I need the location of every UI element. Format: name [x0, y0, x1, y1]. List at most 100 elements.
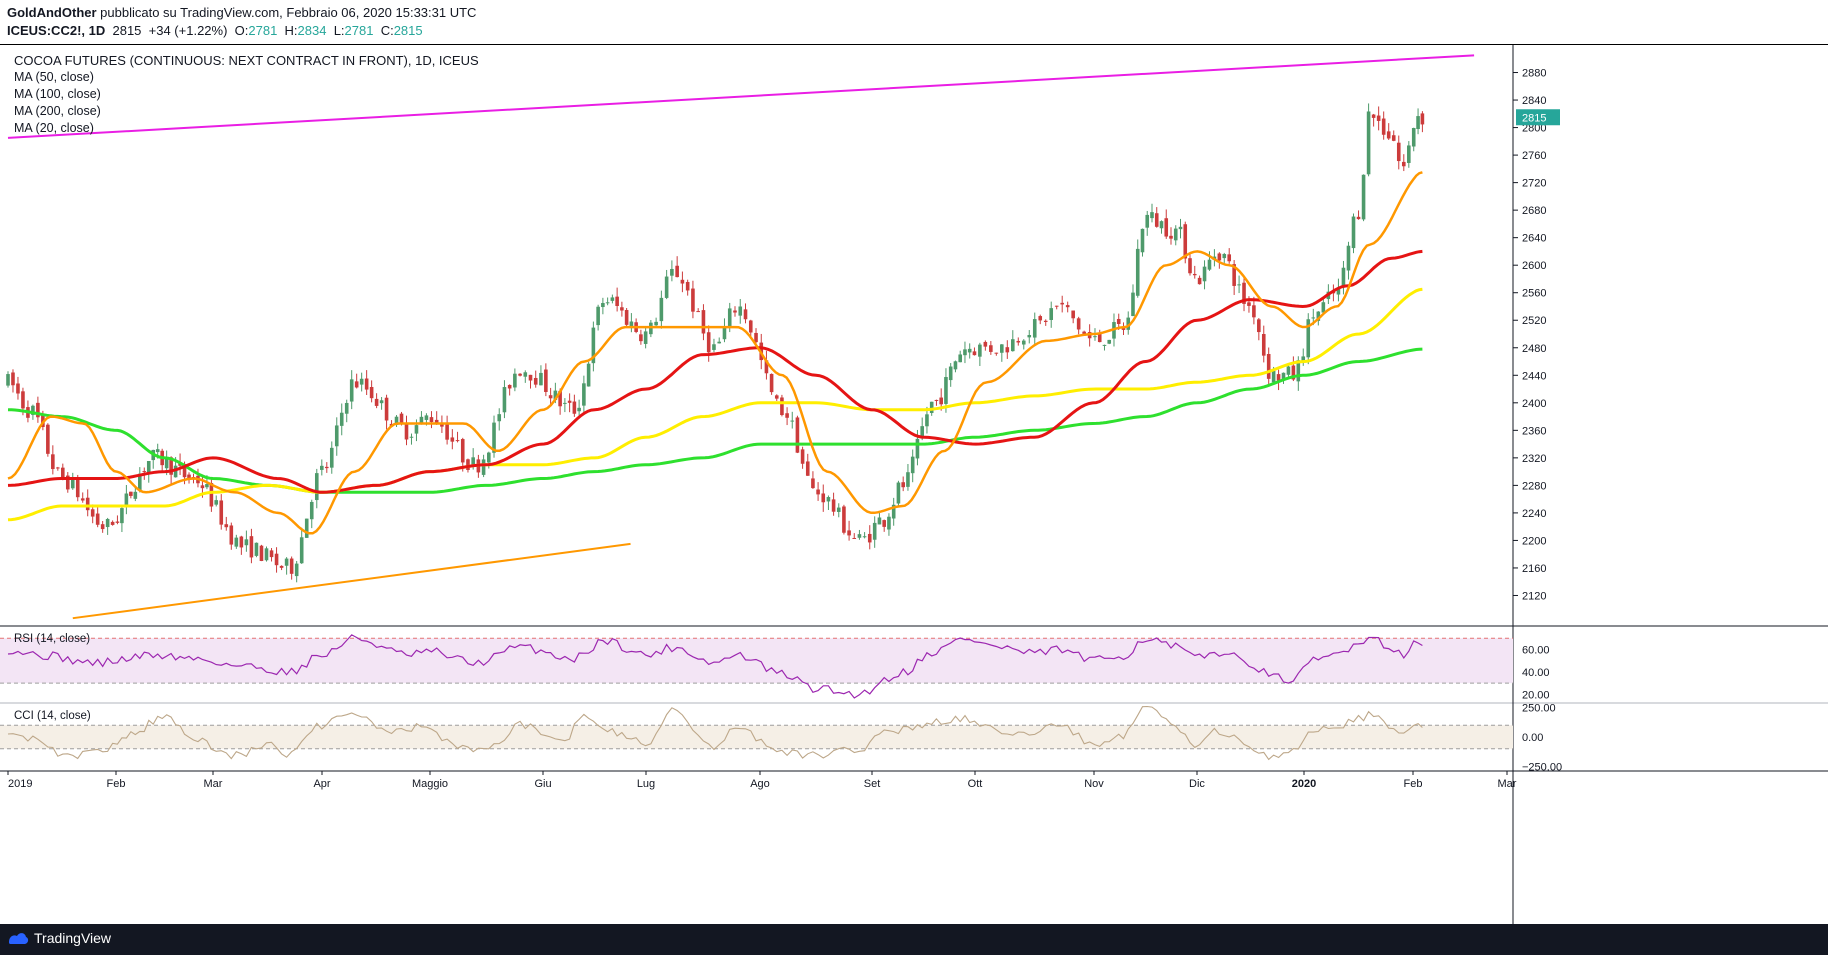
candle-down — [1071, 310, 1075, 319]
candle-up — [487, 452, 491, 463]
chart-canvas[interactable]: 2120 2160 2200 2240 2280 2320 2360 2400 2440 2480… — [0, 45, 1828, 925]
candle-down — [1164, 218, 1169, 237]
candle-down — [780, 397, 784, 416]
candle-down — [769, 373, 774, 393]
candle-up — [582, 383, 586, 406]
candle-up — [414, 425, 419, 434]
candle-down — [1242, 282, 1246, 304]
candle-up — [591, 327, 596, 364]
chart-area[interactable]: 2120 2160 2200 2240 2280 2320 2360 2400 2440 2480… — [0, 44, 1828, 925]
candle-down — [169, 457, 173, 475]
candle-up — [155, 449, 160, 453]
legend-ma200[interactable]: MA (200, close) — [14, 104, 101, 118]
candle-up — [133, 491, 138, 499]
time-tick-label: 2020 — [1292, 778, 1316, 790]
candle-up — [605, 302, 610, 304]
candle-up — [334, 425, 339, 447]
candle-down — [615, 296, 619, 307]
lower-trendline — [72, 542, 631, 620]
candle-down — [507, 384, 512, 389]
candle-down — [65, 475, 70, 490]
candle-down — [701, 310, 706, 334]
candle-up — [857, 534, 862, 538]
candle-down — [867, 533, 872, 543]
candle-down — [624, 310, 629, 325]
close-value: 2815 — [393, 23, 423, 38]
candle-up — [1102, 344, 1107, 346]
candle-down — [56, 467, 60, 469]
price-tick-label: 2880 — [1522, 68, 1546, 80]
candle-down — [1356, 216, 1361, 220]
rsi-label: RSI (14, close) — [14, 633, 90, 645]
author-name[interactable]: GoldAndOther — [7, 5, 97, 20]
candle-down — [85, 497, 90, 511]
candle-up — [254, 542, 259, 556]
candle-up — [339, 412, 344, 426]
candle-down — [934, 399, 939, 401]
candle-down — [1054, 305, 1059, 307]
price-change: +34 (+1.22%) — [148, 23, 228, 38]
time-tick-label: Dic — [1189, 778, 1205, 790]
candle-down — [200, 485, 205, 489]
candle-down — [440, 423, 444, 427]
candle-down — [1386, 131, 1391, 139]
candle-up — [1407, 145, 1411, 163]
candle-down — [429, 417, 434, 423]
candle-up — [643, 331, 648, 344]
legend-ma20[interactable]: MA (20, close) — [14, 121, 94, 135]
candle-up — [205, 484, 209, 488]
brand-name: TradingView — [34, 930, 112, 946]
candle-down — [572, 401, 577, 414]
candle-down — [142, 471, 147, 473]
ma100-line — [7, 287, 1423, 522]
candle-down — [1227, 254, 1232, 262]
time-tick-label: Nov — [1084, 778, 1104, 790]
candle-down — [1016, 340, 1021, 343]
candle-up — [910, 456, 915, 474]
tradingview-logo-icon — [9, 933, 29, 944]
candle-down — [51, 454, 55, 470]
candle-down — [842, 506, 846, 533]
candle-down — [1376, 115, 1381, 121]
candle-down — [450, 437, 455, 442]
candle-down — [279, 565, 284, 568]
cci-tick-label: 0.00 — [1522, 732, 1543, 744]
candle-down — [445, 424, 449, 440]
candle-down — [548, 395, 553, 399]
candle-up — [1321, 302, 1326, 313]
candle-up — [664, 276, 669, 298]
symbol-name[interactable]: ICEUS:CC2!, 1D — [7, 23, 106, 38]
candle-up — [105, 518, 110, 528]
legend-ma100[interactable]: MA (100, close) — [14, 87, 101, 101]
candle-up — [967, 348, 972, 353]
candle-up — [1093, 336, 1097, 338]
candle-up — [722, 327, 727, 340]
candle-up — [915, 438, 920, 459]
time-tick-label: Feb — [1404, 778, 1423, 790]
candle-up — [6, 374, 10, 386]
candle-up — [553, 390, 558, 401]
candle-down — [882, 520, 886, 527]
candle-down — [460, 439, 465, 463]
candle-down — [80, 498, 85, 501]
price-tick-label: 2440 — [1522, 370, 1546, 382]
time-tick-label: Mar — [1498, 778, 1517, 790]
candle-down — [399, 413, 404, 425]
candle-down — [249, 536, 254, 558]
candle-down — [785, 413, 789, 418]
candle-up — [1301, 356, 1306, 362]
candle-down — [989, 345, 993, 352]
candle-up — [502, 387, 507, 413]
candle-down — [269, 550, 274, 558]
candle-down — [939, 397, 943, 405]
candle-down — [680, 279, 685, 284]
legend-ma50[interactable]: MA (50, close) — [14, 70, 94, 84]
candle-up — [299, 537, 304, 564]
cci-line — [7, 705, 1423, 761]
candle-down — [1005, 347, 1010, 353]
candle-up — [1173, 228, 1178, 241]
candle-up — [1341, 267, 1346, 287]
price-tick-label: 2520 — [1522, 315, 1546, 327]
candle-up — [1135, 248, 1140, 296]
candle-down — [748, 320, 753, 333]
